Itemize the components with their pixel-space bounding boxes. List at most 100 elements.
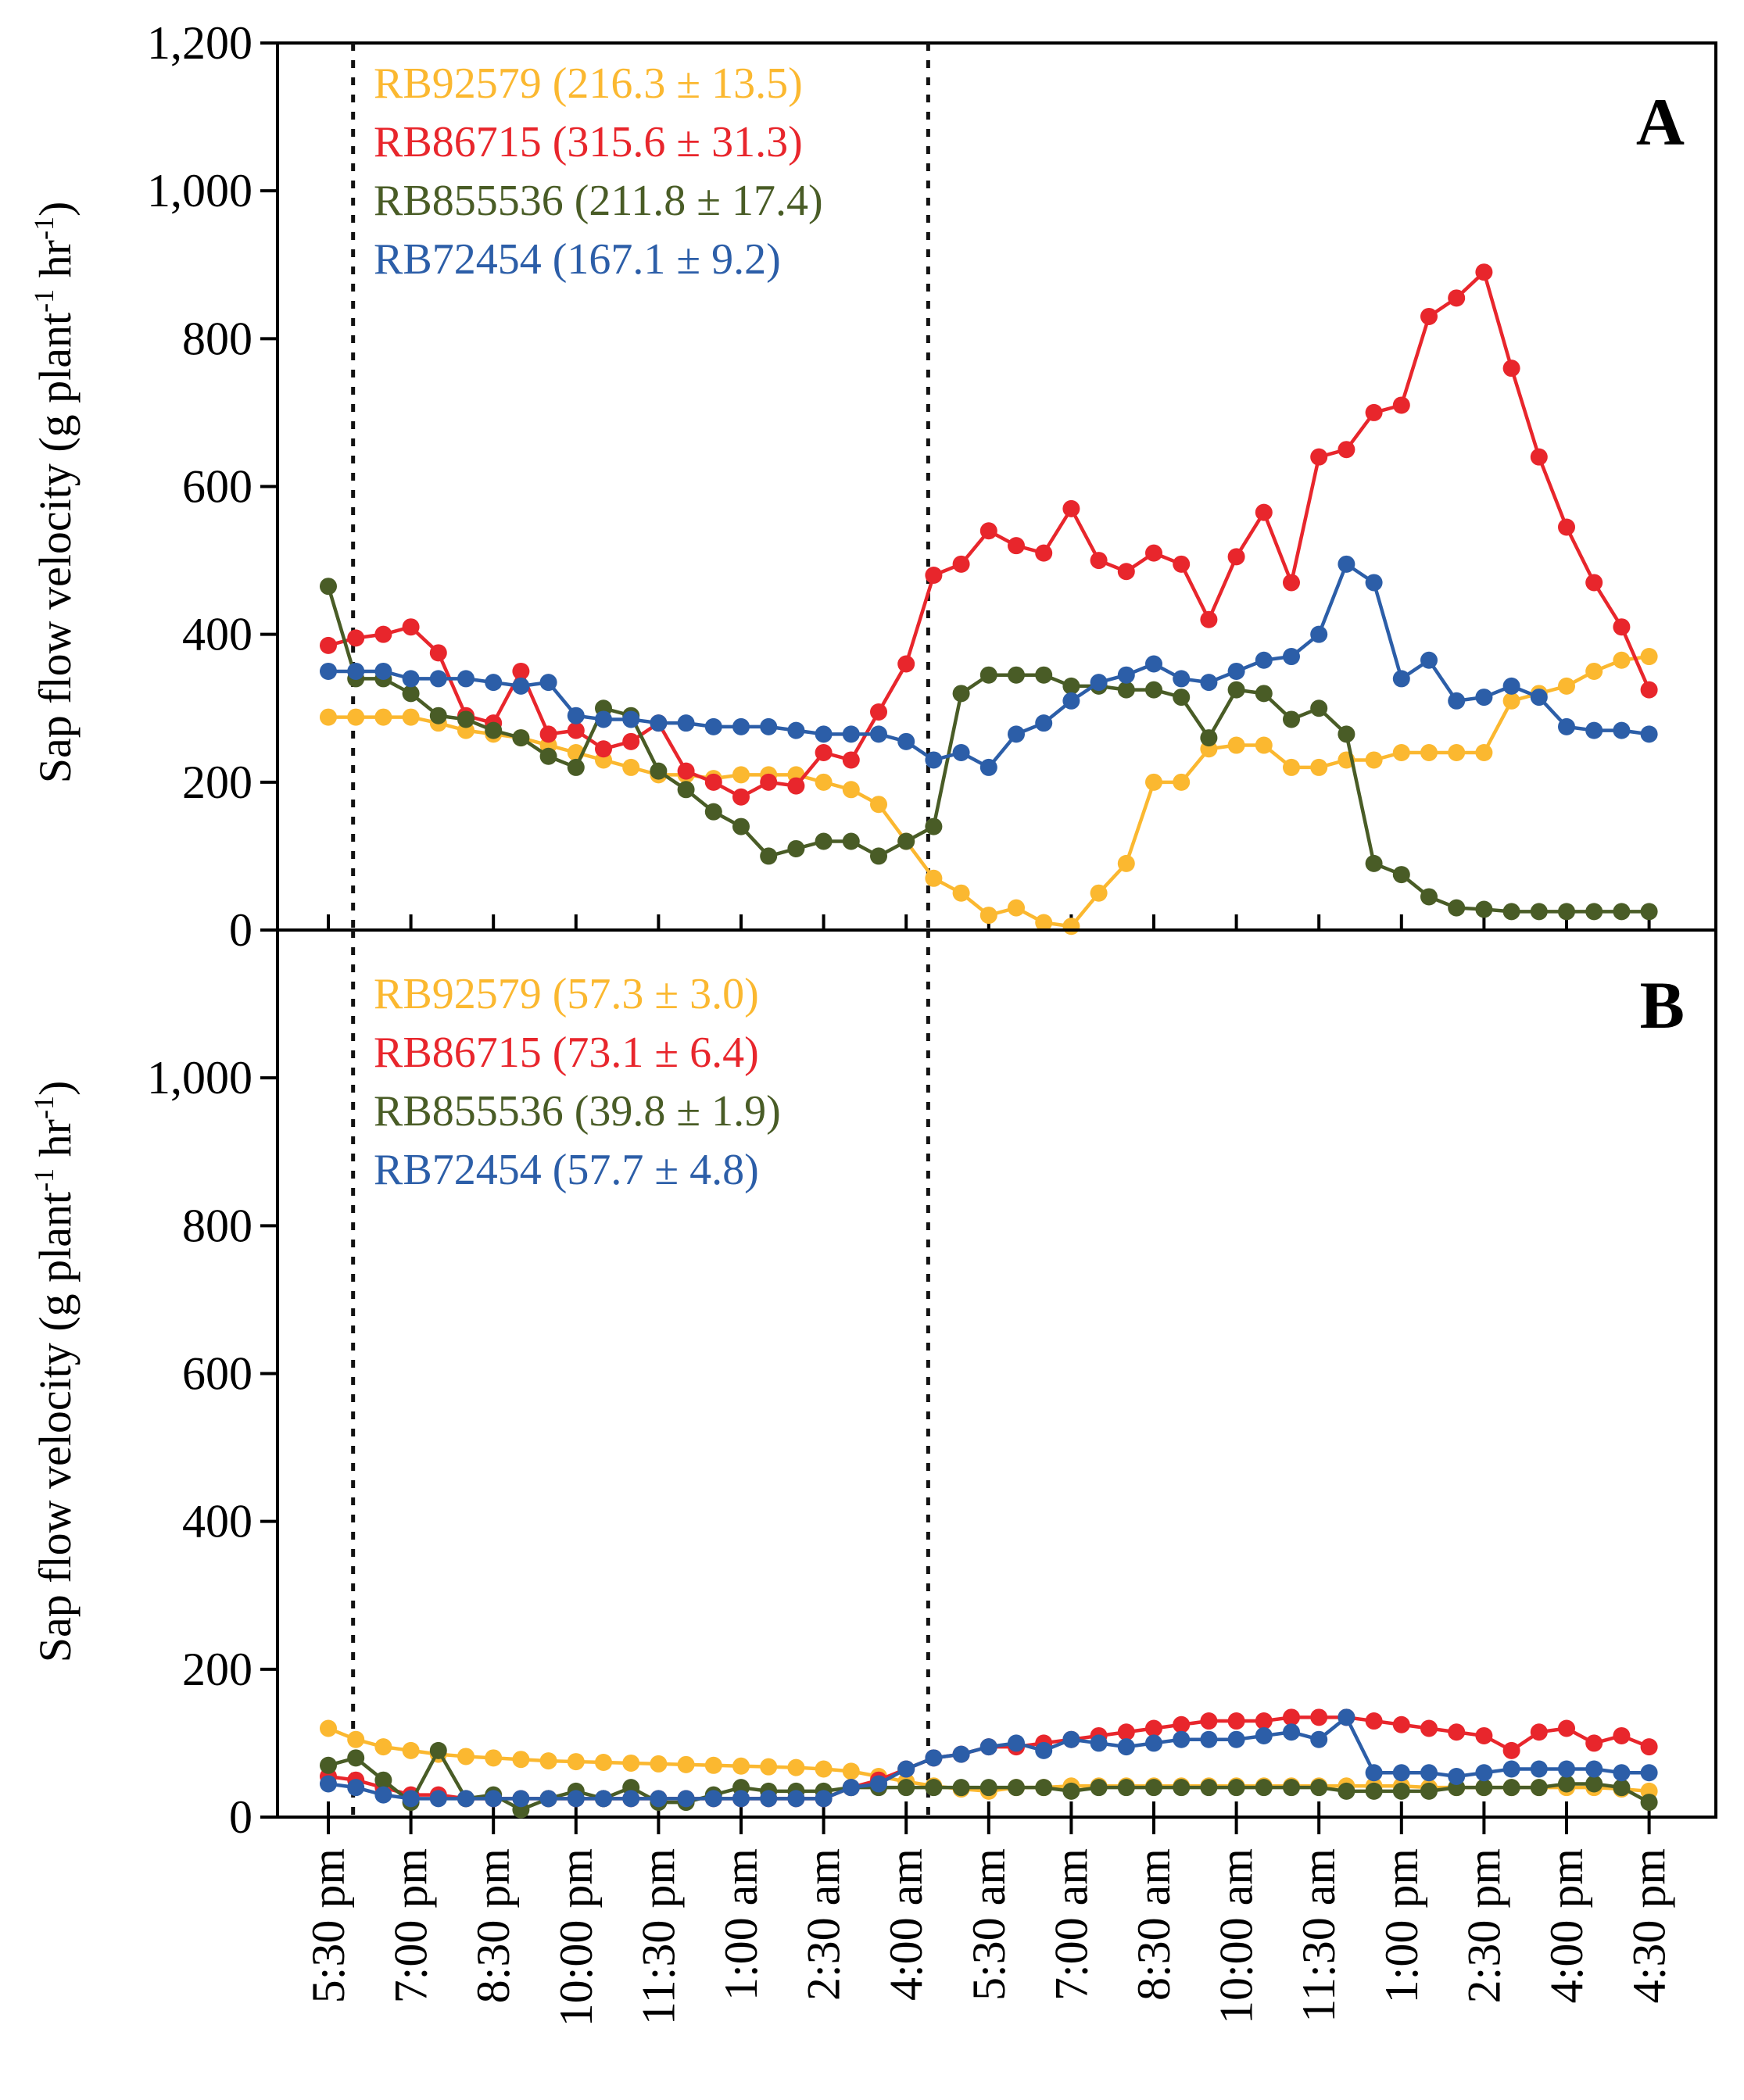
y-tick-label: 600	[182, 1348, 252, 1400]
data-point-RB86715	[347, 629, 365, 647]
data-point-RB72454	[650, 714, 668, 732]
data-point-RB855536	[1035, 666, 1053, 684]
data-point-RB92579	[1640, 648, 1658, 666]
legend-entry-RB855536: RB855536 (211.8 ± 17.4)	[374, 177, 823, 225]
data-point-RB86715	[1365, 403, 1383, 421]
data-point-RB86715	[1338, 441, 1355, 459]
x-tick-label: 5:30 pm	[303, 1848, 354, 2003]
data-point-RB86715	[677, 762, 695, 780]
data-point-RB86715	[1117, 1723, 1135, 1741]
data-point-RB72454	[1117, 1738, 1135, 1756]
data-point-RB86715	[1585, 1734, 1603, 1752]
data-point-RB72454	[1008, 725, 1025, 743]
ylabel-main: Sap flow velocity (g plant	[30, 313, 81, 783]
x-tick-label: 10:00 am	[1211, 1848, 1262, 2024]
data-point-RB72454	[952, 744, 970, 761]
data-point-RB72454	[870, 1775, 887, 1793]
data-point-RB72454	[760, 717, 778, 735]
data-point-RB855536	[1227, 1779, 1245, 1797]
data-point-RB92579	[1173, 773, 1191, 791]
data-point-RB86715	[815, 744, 833, 761]
data-point-RB72454	[1173, 670, 1191, 688]
data-point-RB855536	[1173, 689, 1191, 707]
x-tick-label: 4:30 pm	[1624, 1848, 1675, 2003]
data-point-RB855536	[952, 1779, 970, 1797]
x-tick-label: 1:00 am	[715, 1848, 767, 2001]
data-point-RB72454	[429, 1790, 447, 1808]
data-point-RB92579	[1613, 651, 1631, 669]
data-point-RB855536	[925, 1779, 943, 1797]
data-point-RB855536	[1200, 1779, 1218, 1797]
data-point-RB92579	[1310, 758, 1328, 776]
ylabel-unit: hr	[30, 240, 81, 289]
data-point-RB92579	[622, 1754, 640, 1772]
data-point-RB92579	[1090, 884, 1108, 902]
y-tick-label: 600	[182, 461, 252, 513]
data-point-RB855536	[1062, 1782, 1080, 1800]
data-point-RB855536	[1090, 1779, 1108, 1797]
data-point-RB855536	[1502, 903, 1520, 921]
data-point-RB72454	[1502, 677, 1520, 695]
data-point-RB92579	[760, 1758, 778, 1776]
data-point-RB855536	[815, 832, 833, 850]
data-point-RB72454	[1640, 1764, 1658, 1782]
y-axis-label-panel-a: Sap flow velocity (g plant-1 hr-1)	[28, 202, 81, 784]
data-point-RB855536	[1255, 685, 1273, 703]
data-point-RB72454	[1448, 1767, 1466, 1785]
data-point-RB855536	[1283, 710, 1300, 728]
data-point-RB72454	[1283, 648, 1300, 666]
data-point-RB855536	[402, 685, 420, 703]
data-point-RB92579	[320, 1719, 337, 1737]
data-point-RB72454	[457, 670, 474, 688]
data-point-RB855536	[1475, 1779, 1493, 1797]
x-tick-label: 2:30 pm	[1458, 1848, 1509, 2003]
data-point-RB86715	[1502, 1741, 1520, 1759]
data-point-RB855536	[1338, 725, 1355, 743]
data-point-RB855536	[1420, 1782, 1438, 1800]
data-point-RB92579	[1117, 854, 1135, 872]
data-point-RB72454	[677, 714, 695, 732]
data-point-RB86715	[1117, 563, 1135, 581]
data-point-RB72454	[1530, 1760, 1548, 1778]
data-point-RB86715	[429, 644, 447, 662]
data-point-RB855536	[732, 817, 750, 835]
y-tick-label: 1,000	[147, 1052, 252, 1104]
data-point-RB72454	[1420, 1764, 1438, 1782]
data-point-RB855536	[1392, 866, 1410, 884]
data-point-RB855536	[1117, 1779, 1135, 1797]
data-point-RB72454	[539, 1790, 557, 1808]
data-point-RB92579	[842, 1762, 860, 1780]
data-point-RB86715	[374, 625, 392, 643]
data-point-RB72454	[842, 725, 860, 743]
legend-entry-RB72454: RB72454 (57.7 ± 4.8)	[374, 1146, 759, 1194]
data-point-RB72454	[897, 1760, 915, 1778]
data-point-RB86715	[402, 618, 420, 636]
y-tick-label: 1,200	[147, 17, 252, 69]
data-point-RB86715	[539, 725, 557, 743]
data-point-RB72454	[815, 725, 833, 743]
y-tick-label: 800	[182, 313, 252, 364]
data-point-RB855536	[787, 839, 805, 857]
data-point-RB72454	[870, 725, 887, 743]
y-tick-label: 400	[182, 609, 252, 660]
data-point-RB855536	[1365, 854, 1383, 872]
y-tick-label: 0	[229, 1791, 252, 1843]
data-point-RB72454	[1062, 1730, 1080, 1748]
data-point-RB72454	[1090, 1734, 1108, 1752]
data-point-RB855536	[320, 1756, 337, 1774]
data-point-RB72454	[1227, 662, 1245, 680]
data-point-RB86715	[1558, 518, 1575, 536]
data-point-RB72454	[1475, 689, 1493, 707]
data-point-RB86715	[1035, 544, 1053, 562]
data-point-RB86715	[870, 703, 887, 721]
data-point-RB86715	[842, 751, 860, 769]
y-tick-label: 400	[182, 1496, 252, 1547]
data-point-RB72454	[1585, 721, 1603, 739]
x-tick-label: 5:30 am	[963, 1848, 1015, 2001]
data-point-RB92579	[402, 708, 420, 726]
data-point-RB72454	[512, 1790, 530, 1808]
data-point-RB86715	[1200, 1712, 1218, 1730]
data-point-RB855536	[485, 721, 503, 739]
data-point-RB72454	[1338, 1708, 1355, 1726]
